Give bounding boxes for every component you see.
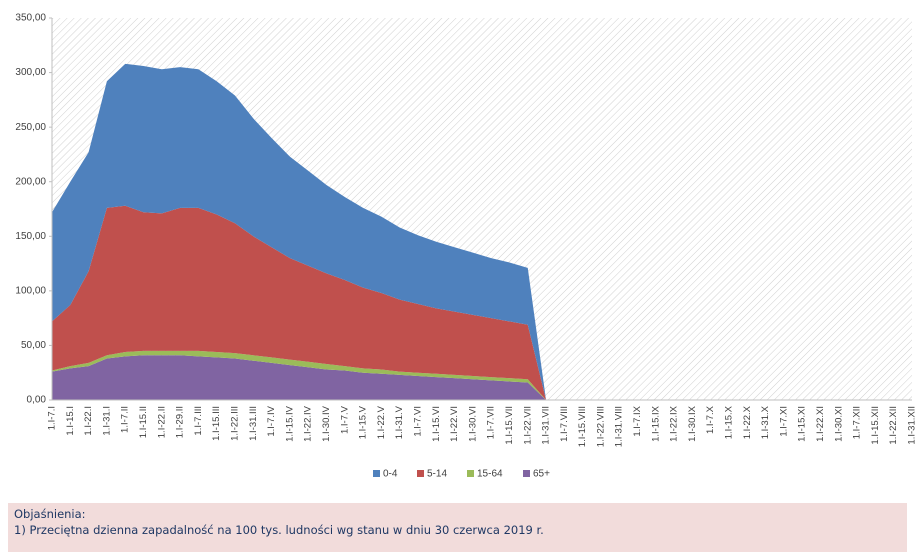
x-tick-label: 1.I-7.I bbox=[47, 406, 58, 430]
y-tick-label: 350,00 bbox=[15, 13, 46, 24]
y-tick-label: 50,00 bbox=[21, 340, 46, 351]
x-tick-label: 1.I-22.III bbox=[229, 406, 240, 441]
x-tick-label: 1.I-7.VII bbox=[486, 406, 497, 439]
x-tick-label: 1.I-7.IX bbox=[632, 405, 643, 436]
x-tick-label: 1.I-15.IX bbox=[650, 405, 661, 442]
x-tick-label: 1.I-31.I bbox=[101, 406, 112, 436]
y-tick-label: 250,00 bbox=[15, 122, 46, 133]
x-tick-label: 1.I-15.VII bbox=[504, 406, 515, 445]
x-tick-label: 1.I-22.XI bbox=[815, 406, 826, 442]
area bbox=[52, 355, 547, 400]
notes-box: Objaśnienia: 1) Przeciętna dzienna zapad… bbox=[8, 503, 907, 552]
chart: 0,00 50,00 100,00 150,00 200,00 250,00 300,00 3… bbox=[15, 13, 917, 480]
y-tick-label: 300,00 bbox=[15, 67, 46, 78]
x-tick-label: 1.I-22.IX bbox=[669, 405, 680, 442]
x-tick-label: 1.I-30.IX bbox=[687, 405, 698, 442]
x-tick-label: 1.I-30.VI bbox=[467, 406, 478, 442]
legend-label: 65+ bbox=[533, 469, 550, 480]
legend-swatch bbox=[417, 470, 424, 477]
x-tick-label: 1.I-7.XI bbox=[778, 406, 789, 437]
x-tick-label: 1.I-15.II bbox=[138, 406, 149, 438]
y-tick-label: 100,00 bbox=[15, 285, 46, 296]
legend-swatch bbox=[373, 470, 380, 477]
x-tick-label: 1.I-31.V bbox=[394, 405, 405, 439]
x-tick-label: 1.I-22.V bbox=[376, 405, 387, 439]
x-tick-label: 1.I-15.VIII bbox=[577, 406, 588, 447]
legend-label: 5-14 bbox=[427, 469, 447, 480]
x-tick-label: 1.I-31.VIII bbox=[614, 406, 625, 447]
x-tick-label: 1.I-22.XII bbox=[888, 406, 899, 445]
x-tick-label: 1.I-31.III bbox=[248, 406, 259, 441]
x-tick-label: 1.I-22.II bbox=[156, 406, 167, 438]
x-tick-label: 1.I-15.VI bbox=[431, 406, 442, 442]
x-tick-label: 1.I-7.VI bbox=[412, 406, 423, 437]
x-tick-label: 1.I-31.X bbox=[760, 405, 771, 439]
legend-swatch bbox=[523, 470, 530, 477]
x-tick-label: 1.I-22.X bbox=[742, 405, 753, 439]
x-tick-label: 1.I-15.I bbox=[65, 406, 76, 436]
x-tick-label: 1.I-22.IV bbox=[303, 405, 314, 442]
x-tick-label: 1.I-15.X bbox=[724, 405, 735, 439]
x-tick-label: 1.I-15.XII bbox=[870, 406, 881, 445]
x-tick-label: 1.I-22.VII bbox=[522, 406, 533, 445]
x-tick-label: 1.I-7.V bbox=[339, 405, 350, 434]
x-tick-label: 1.I-22.VIII bbox=[595, 406, 606, 447]
area bbox=[52, 63, 547, 401]
x-tick-label: 1.I-7.VIII bbox=[559, 406, 570, 442]
x-tick-label: 1.I-7.XII bbox=[852, 406, 863, 439]
x-tick-label: 1.I-30.IV bbox=[321, 405, 332, 442]
x-tick-label: 1.I-30.XI bbox=[833, 406, 844, 442]
notes-line: 1) Przeciętna dzienna zapadalność na 100… bbox=[14, 523, 544, 537]
x-tick-label: 1.I-15.III bbox=[211, 406, 222, 441]
x-tick-label: 1.I-22.VI bbox=[449, 406, 460, 442]
x-tick-label: 1.I-31.VII bbox=[541, 406, 552, 445]
legend-label: 0-4 bbox=[383, 469, 398, 480]
x-tick-label: 1.I-31.XII bbox=[907, 406, 917, 445]
x-tick-label: 1.I-7.II bbox=[120, 406, 131, 433]
x-tick-label: 1.I-29.II bbox=[175, 406, 186, 438]
y-tick-label: 150,00 bbox=[15, 231, 46, 242]
x-tick-label: 1.I-15.V bbox=[358, 405, 369, 439]
x-tick-label: 1.I-15.IV bbox=[284, 405, 295, 442]
x-tick-label: 1.I-7.X bbox=[705, 405, 716, 434]
legend-swatch bbox=[467, 470, 474, 477]
y-tick-label: 0,00 bbox=[27, 395, 47, 406]
x-tick-label: 1.I-15.XI bbox=[797, 406, 808, 442]
x-tick-label: 1.I-7.III bbox=[193, 406, 204, 436]
notes-heading: Objaśnienia: bbox=[14, 507, 86, 521]
area bbox=[52, 205, 547, 400]
area bbox=[52, 350, 547, 400]
x-tick-label: 1.I-7.IV bbox=[266, 405, 277, 436]
x-tick-label: 1.I-22.I bbox=[83, 406, 94, 436]
y-tick-label: 200,00 bbox=[15, 176, 46, 187]
legend-label: 15-64 bbox=[477, 469, 503, 480]
